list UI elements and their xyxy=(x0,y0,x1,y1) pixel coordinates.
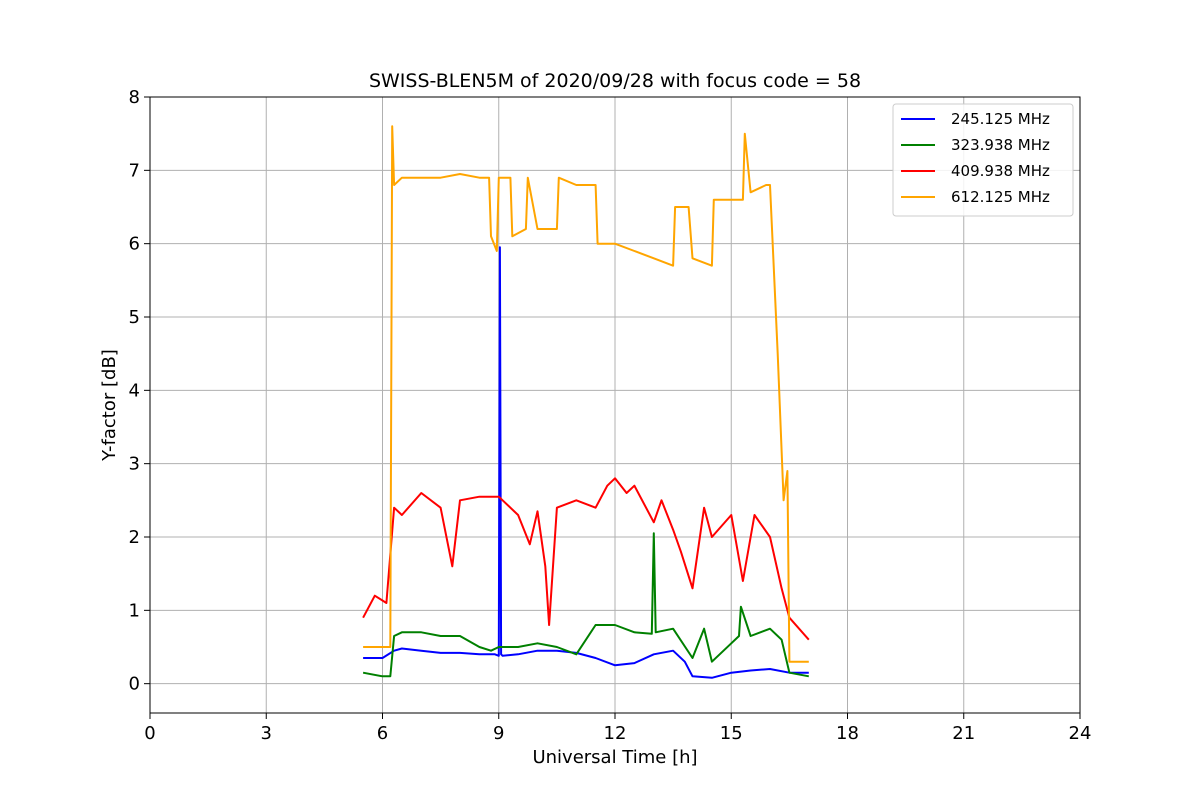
y-tick-label: 2 xyxy=(129,527,140,548)
x-tick-label: 3 xyxy=(261,723,272,744)
x-axis-label: Universal Time [h] xyxy=(532,747,697,768)
x-tick-label: 15 xyxy=(720,723,743,744)
legend-label: 245.125 MHz xyxy=(951,110,1050,128)
x-tick-label: 24 xyxy=(1069,723,1092,744)
legend-label: 612.125 MHz xyxy=(951,188,1050,206)
y-tick-label: 3 xyxy=(129,454,140,475)
series-lines xyxy=(362,125,810,679)
x-tick-label: 6 xyxy=(377,723,388,744)
x-tick-label: 21 xyxy=(952,723,975,744)
x-tick-label: 0 xyxy=(144,723,155,744)
series-line-409-938-mhz xyxy=(362,477,810,641)
chart-title: SWISS-BLEN5M of 2020/09/28 with focus co… xyxy=(369,70,861,92)
series-line-245-125-mhz xyxy=(363,246,809,679)
x-tick-label: 12 xyxy=(604,723,627,744)
series-line-323-938-mhz xyxy=(362,532,809,678)
series-line-612-125-mhz xyxy=(363,125,809,663)
y-tick-label: 8 xyxy=(129,87,140,108)
legend-box xyxy=(892,103,1074,217)
legend-label: 323.938 MHz xyxy=(951,136,1050,154)
y-tick-label: 4 xyxy=(129,380,140,401)
x-tick-label: 18 xyxy=(836,723,859,744)
y-tick-label: 1 xyxy=(129,600,140,621)
y-axis-label: Y-factor [dB] xyxy=(99,349,120,462)
y-tick-label: 0 xyxy=(129,674,140,695)
plot-frame xyxy=(149,96,1081,714)
legend: 245.125 MHz 323.938 MHz 409.938 MHz 612.125… xyxy=(892,103,1074,217)
y-tick-label: 7 xyxy=(129,160,140,181)
y-tick-label: 6 xyxy=(129,234,140,255)
axes xyxy=(144,96,1081,719)
x-tick-label: 9 xyxy=(493,723,504,744)
legend-label: 409.938 MHz xyxy=(951,162,1050,180)
y-tick-labels: 0 1 2 3 4 5 6 7 8 xyxy=(129,87,140,695)
x-tick-labels: 0 3 6 9 12 15 18 21 24 xyxy=(144,723,1091,744)
y-tick-label: 5 xyxy=(129,307,140,328)
